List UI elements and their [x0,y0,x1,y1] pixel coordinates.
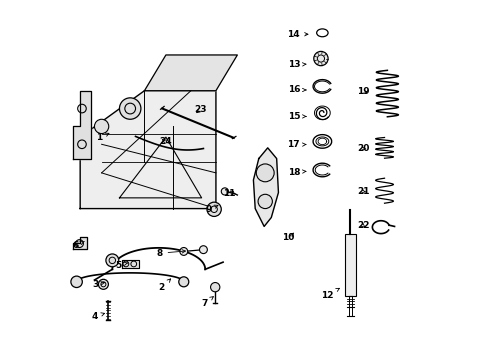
Text: 18: 18 [287,168,305,177]
Circle shape [94,119,108,134]
Circle shape [119,98,141,119]
Text: 21: 21 [356,187,368,196]
Text: 1: 1 [96,133,109,142]
Polygon shape [144,55,237,91]
Polygon shape [80,91,216,208]
Text: 14: 14 [287,30,307,39]
Text: 13: 13 [287,60,305,69]
Circle shape [106,254,119,267]
Circle shape [256,164,274,182]
Circle shape [180,248,187,255]
Text: 6: 6 [73,240,84,249]
Text: 23: 23 [194,105,207,114]
Text: 4: 4 [92,312,104,321]
Bar [345,234,355,296]
Polygon shape [73,91,91,158]
Text: 17: 17 [287,140,305,149]
Text: 8: 8 [156,249,185,258]
Text: 11: 11 [223,189,235,198]
Circle shape [179,277,188,287]
Text: 15: 15 [287,112,305,121]
Circle shape [206,202,221,216]
Text: 20: 20 [356,144,368,153]
Polygon shape [253,148,278,226]
Circle shape [221,188,228,195]
Text: 16: 16 [287,85,305,94]
Text: 2: 2 [158,279,170,292]
Text: 3: 3 [92,280,104,289]
Text: 24: 24 [159,137,171,146]
Circle shape [199,246,207,253]
Circle shape [258,194,272,208]
Polygon shape [122,260,139,267]
Text: 22: 22 [356,221,368,230]
Text: 10: 10 [281,233,294,242]
Circle shape [313,51,327,66]
Text: 19: 19 [356,87,368,96]
Text: 9: 9 [205,205,218,214]
Circle shape [98,279,108,289]
Text: 5: 5 [115,261,127,270]
Circle shape [75,240,83,248]
Text: 12: 12 [321,288,339,300]
Circle shape [210,283,220,292]
Circle shape [71,276,82,288]
Text: 7: 7 [201,297,213,308]
Polygon shape [73,237,86,249]
